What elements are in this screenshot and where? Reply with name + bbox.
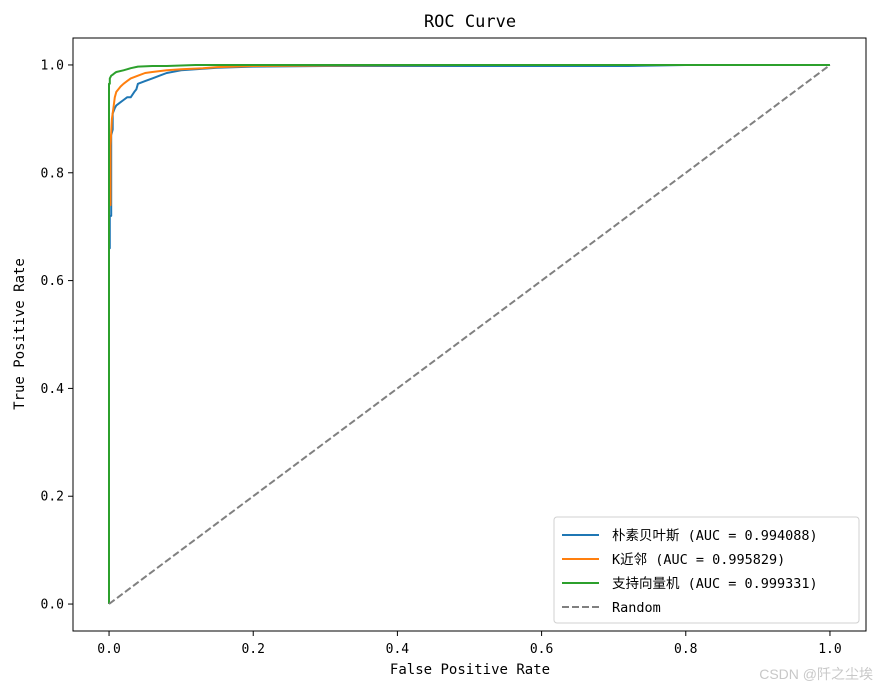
y-axis-label: True Positive Rate xyxy=(12,258,28,410)
x-axis-label: False Positive Rate xyxy=(390,662,550,678)
x-tick-label: 0.6 xyxy=(530,642,553,657)
series-line-3 xyxy=(108,64,831,605)
x-tick-label: 0.2 xyxy=(241,642,264,657)
y-tick-label: 0.2 xyxy=(41,490,64,505)
legend-label-3: Random xyxy=(612,600,661,616)
legend: 朴素贝叶斯 (AUC = 0.994088) K近邻 (AUC = 0.99582… xyxy=(553,516,860,624)
chart-title: ROC Curve xyxy=(424,12,516,32)
y-tick-label: 0.0 xyxy=(41,598,64,613)
plot-frame xyxy=(72,37,867,632)
x-axis: 0.0 0.2 0.4 0.6 0.8 1.0 xyxy=(97,631,842,657)
y-tick-label: 1.0 xyxy=(41,58,64,73)
legend-label-1: K近邻 (AUC = 0.995829) xyxy=(612,552,785,568)
legend-label-2: 支持向量机 (AUC = 0.999331) xyxy=(612,576,818,592)
watermark: CSDN @阡之尘埃 xyxy=(759,666,873,682)
x-tick-label: 0.8 xyxy=(674,642,697,657)
series-layer xyxy=(108,64,831,605)
y-axis: 0.0 0.2 0.4 0.6 0.8 1.0 xyxy=(41,58,73,613)
legend-box xyxy=(553,516,860,624)
x-tick-label: 1.0 xyxy=(818,642,841,657)
y-tick-label: 0.6 xyxy=(41,274,64,289)
series-line-1 xyxy=(108,64,830,604)
y-tick-label: 0.8 xyxy=(41,166,64,181)
x-tick-label: 0.4 xyxy=(386,642,410,657)
x-tick-label: 0.0 xyxy=(97,642,120,657)
series-line-2 xyxy=(108,64,830,604)
legend-label-0: 朴素贝叶斯 (AUC = 0.994088) xyxy=(612,528,818,544)
y-tick-label: 0.4 xyxy=(41,382,65,397)
